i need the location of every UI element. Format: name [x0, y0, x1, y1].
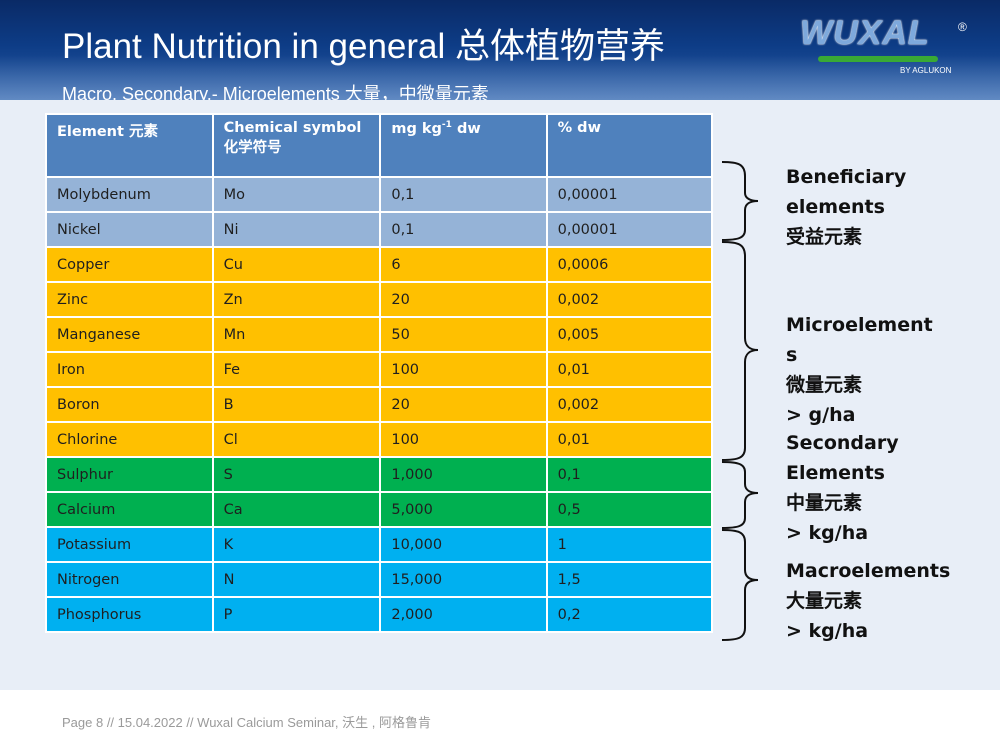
cell-percent-dw: 1,5: [545, 561, 714, 598]
cell-symbol: Zn: [211, 281, 382, 318]
cell-symbol: Mn: [211, 316, 382, 353]
slide-title: Plant Nutrition in general 总体植物营养: [62, 27, 665, 66]
table-row: Potassium K 10,000 1: [45, 526, 714, 563]
cell-mg-kg: 20: [379, 386, 548, 423]
header-symbol: Chemical symbol 化学符号: [211, 113, 382, 178]
logo-green-bar: [818, 56, 938, 62]
group-brackets: [721, 161, 759, 641]
header-percent-dw: % dw: [545, 113, 714, 178]
cell-symbol: Mo: [211, 176, 382, 213]
cell-element: Zinc: [45, 281, 214, 318]
header-symbol-line2: 化学符号: [223, 140, 282, 156]
cell-mg-kg: 6: [379, 246, 548, 283]
cell-percent-dw: 0,00001: [545, 211, 714, 248]
cell-symbol: K: [211, 526, 382, 563]
logo-byline: BY AGLUKON: [900, 66, 952, 75]
cell-mg-kg: 1,000: [379, 456, 548, 493]
table-row: Molybdenum Mo 0,1 0,00001: [45, 176, 714, 213]
cell-mg-kg: 10,000: [379, 526, 548, 563]
wuxal-logo: WUXAL ® BY AGLUKON: [800, 14, 970, 79]
label-beneficial: Beneficiary elements 受益元素: [786, 166, 907, 248]
cell-mg-kg: 0,1: [379, 211, 548, 248]
logo-registered-mark: ®: [958, 20, 967, 34]
cell-symbol: Ca: [211, 491, 382, 528]
slide-header: Plant Nutrition in general 总体植物营养 Macro,…: [0, 0, 1000, 100]
slide-footer: Page 8 // 15.04.2022 // Wuxal Calcium Se…: [62, 715, 431, 730]
bracket-secondary: [721, 461, 759, 529]
cell-symbol: P: [211, 596, 382, 633]
cell-element: Calcium: [45, 491, 214, 528]
bracket-micro: [721, 241, 759, 461]
bracket-beneficial: [721, 161, 759, 241]
cell-mg-kg: 100: [379, 421, 548, 458]
label-secondary: Secondary Elements 中量元素 > kg/ha: [786, 432, 899, 544]
cell-element: Manganese: [45, 316, 214, 353]
cell-symbol: S: [211, 456, 382, 493]
logo-text: WUXAL: [800, 14, 930, 52]
header-element: Element 元素: [45, 113, 214, 178]
cell-element: Iron: [45, 351, 214, 388]
table-row: Calcium Ca 5,000 0,5: [45, 491, 714, 528]
cell-element: Boron: [45, 386, 214, 423]
cell-element: Sulphur: [45, 456, 214, 493]
table-row: Phosphorus P 2,000 0,2: [45, 596, 714, 633]
cell-percent-dw: 0,01: [545, 421, 714, 458]
cell-mg-kg: 5,000: [379, 491, 548, 528]
table-header-row: Element 元素 Chemical symbol 化学符号 mg kg-1 …: [45, 113, 714, 178]
slide-subtitle: Macro, Secondary,- Microelements 大量，中微量元…: [62, 84, 489, 100]
cell-mg-kg: 20: [379, 281, 548, 318]
label-micro: Microelement s 微量元素 > g/ha: [786, 314, 933, 426]
table-row: Chlorine Cl 100 0,01: [45, 421, 714, 458]
bracket-macro: [721, 529, 759, 641]
cell-symbol: Cl: [211, 421, 382, 458]
header-glow: [0, 55, 1000, 100]
cell-percent-dw: 0,5: [545, 491, 714, 528]
cell-percent-dw: 0,00001: [545, 176, 714, 213]
cell-percent-dw: 1: [545, 526, 714, 563]
cell-percent-dw: 0,005: [545, 316, 714, 353]
cell-mg-kg: 2,000: [379, 596, 548, 633]
cell-percent-dw: 0,0006: [545, 246, 714, 283]
cell-mg-kg: 0,1: [379, 176, 548, 213]
cell-mg-kg: 15,000: [379, 561, 548, 598]
cell-symbol: Ni: [211, 211, 382, 248]
table-row: Nitrogen N 15,000 1,5: [45, 561, 714, 598]
cell-percent-dw: 0,002: [545, 281, 714, 318]
table-row: Boron B 20 0,002: [45, 386, 714, 423]
cell-percent-dw: 0,002: [545, 386, 714, 423]
label-macro: Macroelements 大量元素 > kg/ha: [786, 560, 951, 642]
table-row: Copper Cu 6 0,0006: [45, 246, 714, 283]
cell-symbol: Cu: [211, 246, 382, 283]
cell-element: Chlorine: [45, 421, 214, 458]
cell-symbol: N: [211, 561, 382, 598]
cell-mg-kg: 50: [379, 316, 548, 353]
cell-element: Phosphorus: [45, 596, 214, 633]
cell-element: Potassium: [45, 526, 214, 563]
cell-symbol: B: [211, 386, 382, 423]
table-row: Sulphur S 1,000 0,1: [45, 456, 714, 493]
table-row: Nickel Ni 0,1 0,00001: [45, 211, 714, 248]
table-row: Iron Fe 100 0,01: [45, 351, 714, 388]
cell-percent-dw: 0,2: [545, 596, 714, 633]
cell-percent-dw: 0,1: [545, 456, 714, 493]
table-row: Manganese Mn 50 0,005: [45, 316, 714, 353]
cell-mg-kg: 100: [379, 351, 548, 388]
header-mg-kg: mg kg-1 dw: [379, 113, 548, 178]
cell-element: Nickel: [45, 211, 214, 248]
header-symbol-line1: Chemical symbol: [223, 120, 362, 136]
table-row: Zinc Zn 20 0,002: [45, 281, 714, 318]
cell-symbol: Fe: [211, 351, 382, 388]
nutrient-table: Element 元素 Chemical symbol 化学符号 mg kg-1 …: [45, 113, 714, 633]
cell-element: Molybdenum: [45, 176, 214, 213]
cell-percent-dw: 0,01: [545, 351, 714, 388]
cell-element: Copper: [45, 246, 214, 283]
cell-element: Nitrogen: [45, 561, 214, 598]
